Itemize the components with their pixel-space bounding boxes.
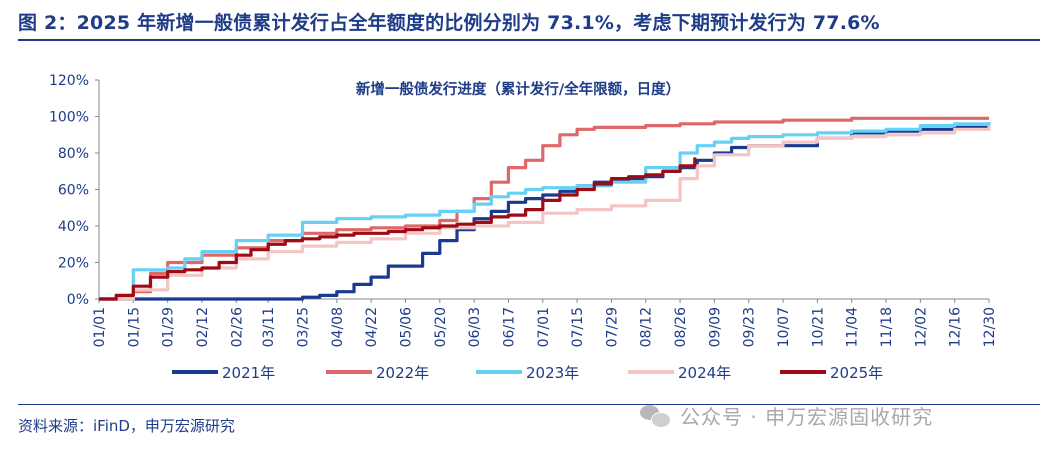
legend-label-4: 2025年 [830,364,883,382]
x-tick-label: 07/01 [536,307,552,347]
x-tick-label: 07/29 [604,307,620,347]
x-tick-label: 05/06 [398,307,414,347]
x-tick-label: 08/12 [639,307,655,347]
y-tick-label: 60% [58,183,89,199]
y-tick-label: 100% [49,110,89,126]
y-tick-label: 0% [67,292,89,308]
x-tick-label: 03/25 [295,307,311,347]
series-lines [99,116,991,301]
x-tick-label: 11/18 [879,307,895,347]
legend-label-2: 2023年 [526,364,579,382]
x-tick-label: 11/04 [845,307,861,347]
x-tick-label: 06/03 [467,307,483,347]
x-tick-label: 04/22 [364,307,380,347]
x-tick-label: 12/16 [948,307,964,347]
x-tick-label: 01/01 [92,307,108,347]
legend-label-3: 2024年 [678,364,731,382]
x-tick-label: 07/15 [570,307,586,347]
x-tick-label: 01/29 [161,307,177,347]
series-line-3 [99,125,991,301]
x-tick-label: 01/15 [126,307,142,347]
x-tick-label: 02/26 [229,307,245,347]
x-tick-label: 04/08 [330,307,346,347]
x-tick-label: 09/23 [742,307,758,347]
x-tick-label: 10/21 [810,307,826,347]
y-tick-label: 80% [58,146,89,162]
x-tick-label: 12/30 [982,307,998,347]
source-note: 资料来源：iFinD，申万宏源研究 [18,417,235,435]
x-tick-label: 06/17 [501,307,517,347]
wechat-icon [640,402,671,428]
watermark: 公众号 · 申万宏源固收研究 [640,398,933,432]
title-divider [18,39,1040,41]
chart-title: 新增一般债发行进度（累计发行/全年限额，日度） [356,80,680,98]
series-line-4 [99,157,697,301]
x-tick-label: 05/20 [433,307,449,347]
x-tick-label: 12/02 [913,307,929,347]
x-tick-label: 02/12 [195,307,211,347]
x-tick-label: 09/09 [707,307,723,347]
y-tick-label: 20% [58,256,89,272]
x-tick-label: 08/26 [673,307,689,347]
x-tick-label: 10/07 [776,307,792,347]
x-tick-label: 03/11 [261,307,277,347]
legend-label-0: 2021年 [222,364,275,382]
legend: 2021年 2022年 2023年 2024年 2025年 [172,364,883,382]
legend-label-1: 2022年 [376,364,429,382]
footer-divider [18,404,1040,405]
y-tick-label: 120% [49,73,89,89]
axes: 0% 20% 40% 60% 80% 100% 120% 01/01 01/15 01/29 02/… [49,73,998,347]
y-tick-label: 40% [58,219,89,235]
watermark-text: 公众号 · 申万宏源固收研究 [680,404,934,429]
figure-title: 图 2：2025 年新增一般债累计发行占全年额度的比例分别为 73.1%，考虑下… [18,12,880,34]
series-line-2 [99,122,991,301]
